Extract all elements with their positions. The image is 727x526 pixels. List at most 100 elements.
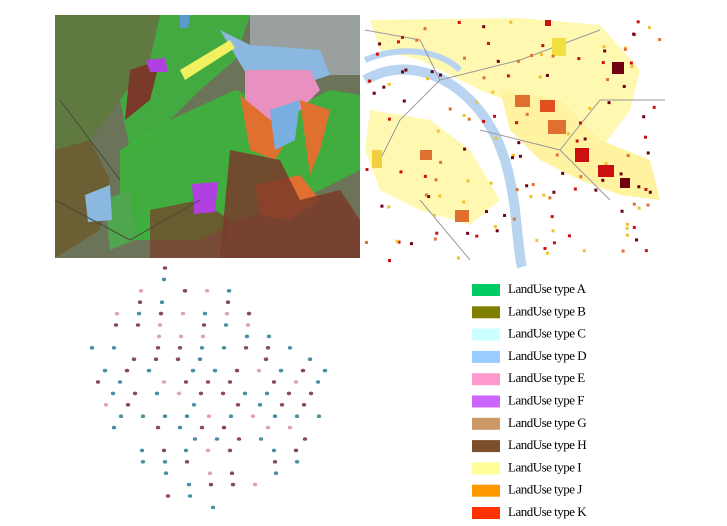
dot (177, 425, 183, 430)
speck (380, 204, 384, 208)
dot (308, 391, 314, 396)
speck (427, 195, 431, 199)
speck (484, 210, 488, 214)
dot (177, 346, 183, 350)
speck (387, 82, 391, 86)
dot (146, 368, 152, 373)
speck (648, 190, 652, 194)
speck (646, 151, 650, 155)
speck (482, 25, 486, 29)
dot (205, 380, 211, 384)
dot (316, 414, 322, 419)
speck (475, 234, 479, 238)
speck (538, 75, 542, 79)
speck (404, 68, 408, 72)
speck (588, 106, 592, 110)
dot (201, 323, 207, 327)
dot (95, 380, 101, 384)
speck (493, 225, 497, 229)
dot (182, 289, 188, 293)
speck (375, 52, 379, 56)
legend-label: LandUse type F (508, 392, 584, 407)
dot (187, 494, 193, 498)
speck (448, 107, 452, 111)
dot (197, 357, 203, 362)
dot (263, 357, 269, 362)
speck (486, 41, 490, 45)
speck (535, 238, 539, 242)
legend-label: LandUse type E (508, 370, 585, 385)
dot (234, 368, 240, 373)
legend-swatch (472, 373, 500, 386)
speck (644, 135, 648, 139)
speck (575, 139, 579, 143)
dot (220, 391, 226, 396)
dot (302, 437, 308, 441)
speck (625, 233, 629, 237)
speck (604, 161, 608, 165)
speck (387, 117, 391, 121)
dot (307, 357, 313, 362)
speck (539, 53, 543, 57)
dot (162, 414, 168, 419)
dot (186, 482, 192, 487)
speck (582, 249, 586, 253)
speck (625, 226, 629, 230)
speck (626, 154, 630, 158)
legend-swatch (472, 395, 500, 408)
dot (245, 323, 251, 327)
speck (635, 238, 639, 242)
speck (456, 256, 460, 260)
speck (423, 27, 427, 31)
speck (510, 156, 514, 160)
legend: LandUse type A LandUse type B LandUse type… (472, 281, 588, 519)
dot (257, 403, 263, 407)
speck (525, 184, 529, 188)
speck (578, 121, 582, 125)
dot (184, 460, 190, 464)
speck (529, 195, 533, 199)
speck (607, 101, 611, 105)
legend-label: LandUse type C (508, 326, 585, 341)
dot (230, 482, 236, 487)
speck (401, 70, 405, 74)
speck (637, 206, 641, 210)
speck (647, 26, 651, 30)
speck (601, 61, 605, 65)
speck (467, 117, 471, 121)
legend-swatch (472, 328, 500, 341)
dot (242, 391, 248, 396)
speck (545, 73, 549, 77)
speck (494, 136, 498, 140)
dot (124, 368, 130, 373)
dot (140, 414, 146, 419)
dot (165, 494, 171, 498)
dot (200, 334, 206, 339)
dot (139, 448, 145, 453)
legend-swatch (472, 440, 500, 453)
dot (228, 414, 234, 419)
speck (551, 229, 555, 233)
dot (190, 368, 196, 373)
speck (466, 231, 470, 235)
speck (457, 20, 461, 24)
speck (372, 91, 376, 95)
dot (192, 437, 198, 441)
dot (111, 425, 117, 430)
dot (136, 311, 142, 316)
speck (424, 193, 428, 197)
speck (439, 73, 443, 77)
speck (509, 20, 513, 24)
dot (162, 266, 168, 270)
dot (118, 414, 124, 419)
speck (518, 154, 522, 158)
dot (206, 414, 212, 419)
speck (525, 112, 529, 116)
speck (495, 229, 499, 233)
dot (89, 346, 95, 350)
speck (365, 240, 369, 244)
speck (432, 213, 436, 217)
speck (426, 77, 430, 81)
speck (632, 225, 636, 229)
dot (272, 460, 278, 464)
